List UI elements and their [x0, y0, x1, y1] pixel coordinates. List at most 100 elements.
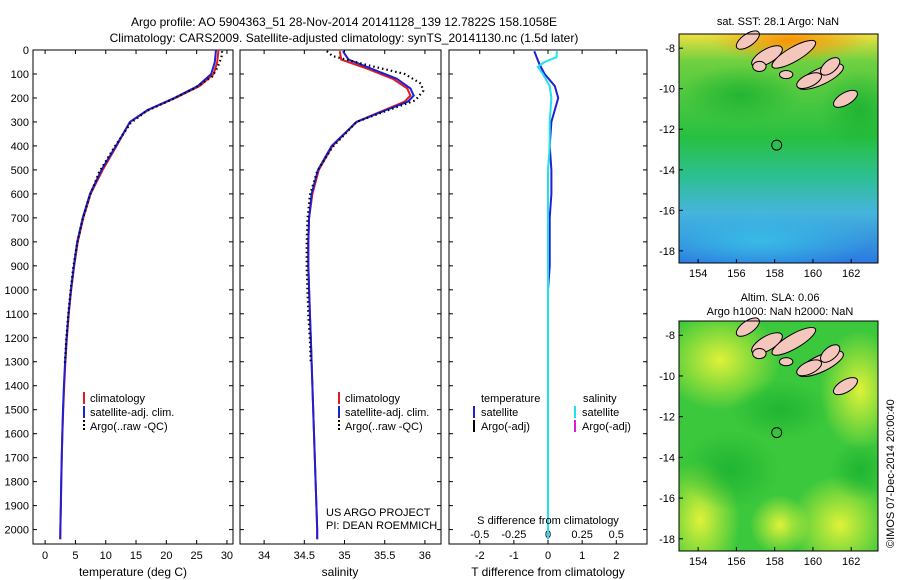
island — [735, 30, 760, 50]
x-tick-label: 15 — [130, 550, 142, 562]
project-annotation-line-1: US ARGO PROJECT — [326, 507, 431, 519]
legend-header-salinity: salinity — [583, 393, 617, 405]
sla-map-subtitle: Argo h1000: NaN h2000: NaN — [707, 306, 854, 318]
depth-tick-label: 0 — [23, 45, 29, 57]
island — [796, 72, 823, 90]
legend-label-climatology: climatology — [90, 393, 146, 405]
island — [832, 89, 858, 108]
header-line-2: Climatology: CARS2009. Satellite-adjuste… — [110, 31, 579, 45]
depth-tick-label: 1100 — [5, 309, 29, 321]
plot-frame — [32, 49, 234, 545]
lat-tick-label: -16 — [659, 493, 675, 505]
sst-field — [679, 34, 878, 263]
island — [771, 39, 817, 69]
lat-tick-label: -8 — [665, 43, 675, 55]
x-tick-label: 34.5 — [294, 550, 315, 562]
island — [820, 57, 841, 76]
depth-tick-label: 400 — [11, 141, 29, 153]
legend-label-argo: Argo(..raw -QC) — [90, 421, 168, 433]
lat-tick-label: -14 — [659, 452, 675, 464]
lat-tick-label: -14 — [659, 165, 675, 177]
depth-tick-label: 1500 — [5, 405, 29, 417]
lat-tick-label: -12 — [659, 412, 675, 424]
depth-ticks — [240, 49, 441, 531]
island — [778, 357, 794, 367]
series-argo-raw-qc- — [305, 50, 425, 363]
x-tick-label: 20 — [160, 550, 172, 562]
temperature-legend: climatology satellite-adj. clim. Argo(..… — [83, 392, 174, 433]
x-tick-label: -2 — [475, 550, 485, 562]
depth-tick-label: 1900 — [5, 501, 29, 513]
depth-tick-label: 100 — [11, 69, 29, 81]
depth-tick-label: 800 — [11, 237, 29, 249]
legend-label-climatology: climatology — [345, 393, 401, 405]
island-shapes — [735, 30, 858, 108]
lon-tick-label: 156 — [727, 268, 745, 280]
depth-ticks — [449, 49, 647, 531]
salinity-legend: climatology satellite-adj. clim. Argo(..… — [338, 392, 429, 433]
depth-tick-label: 1400 — [5, 381, 29, 393]
island — [832, 377, 858, 396]
lon-tick-label: 162 — [842, 556, 860, 568]
x-tick-label: -1 — [509, 550, 519, 562]
map-axis-ticks: 154 156 158 160 162 -8 -10 -12 -14 -16 -18 — [659, 330, 860, 568]
legend-label-satellite: satellite-adj. clim. — [345, 407, 429, 419]
island — [778, 69, 794, 80]
sst-map-panel: sat. SST: 28.1 Argo: NaN 154 156 158 160 162… — [659, 16, 879, 280]
lat-tick-label: -16 — [659, 205, 675, 217]
imos-timestamp: ©IMOS 07-Dec-2014 20:00:40 — [885, 399, 897, 548]
lon-tick-label: 158 — [765, 268, 783, 280]
island — [796, 359, 823, 377]
series-argo-raw-qc- — [63, 51, 224, 363]
x-tick-label: 2 — [613, 550, 619, 562]
depth-tick-label: 1600 — [5, 429, 29, 441]
difference-series — [533, 50, 560, 540]
s-tick-label: 0.5 — [609, 529, 624, 541]
island — [735, 317, 760, 337]
temperature-profile-panel: 0100200300400500600700800900100011001200… — [5, 45, 234, 579]
island — [752, 60, 767, 72]
x-tick-label: 35.5 — [374, 550, 395, 562]
x-tick-label: 35 — [338, 550, 350, 562]
lat-tick-label: -8 — [665, 330, 675, 342]
lon-tick-label: 158 — [765, 556, 783, 568]
series-satellite-adj-clim- — [307, 50, 415, 540]
s-difference-label: S difference from climatology — [477, 515, 619, 527]
x-tick-label: 34 — [258, 550, 270, 562]
legend-label-t-satellite: satellite — [481, 407, 518, 419]
legend-label-satellite: satellite-adj. clim. — [90, 407, 174, 419]
temperature-series — [59, 49, 224, 540]
s-tick-label: 0.25 — [571, 529, 592, 541]
legend-label-argo: Argo(..raw -QC) — [345, 421, 423, 433]
legend-label-t-argo: Argo(-adj) — [481, 421, 530, 433]
depth-tick-label: 1800 — [5, 477, 29, 489]
depth-tick-label: 600 — [11, 189, 29, 201]
island — [752, 347, 767, 360]
lon-tick-label: 160 — [804, 556, 822, 568]
s-tick-label: -0.5 — [470, 529, 489, 541]
sla-map-panel: Altim. SLA: 0.06 Argo h1000: NaN h2000: … — [659, 292, 879, 568]
lon-tick-label: 156 — [727, 556, 745, 568]
salinity-axis-label: salinity — [322, 565, 359, 579]
t-difference-axis: -2 -1 0 1 2 — [475, 50, 619, 562]
legend-label-s-argo: Argo(-adj) — [582, 421, 631, 433]
depth-tick-label: 500 — [11, 165, 29, 177]
legend-header-temperature: temperature — [481, 393, 540, 405]
difference-profile-panel: -2 -1 0 1 2 -0.5 -0.25 0 0.25 0.5 S difference f… — [448, 49, 648, 579]
x-tick-label: 25 — [191, 550, 203, 562]
depth-tick-label: 1200 — [5, 333, 29, 345]
map-axis-ticks: 154 156 158 160 162 -8 -10 -12 -14 -16 -18 — [659, 43, 860, 280]
lat-tick-label: -10 — [659, 371, 675, 383]
x-tick-label: 30 — [221, 550, 233, 562]
depth-tick-label: 1700 — [5, 453, 29, 465]
depth-tick-label: 700 — [11, 213, 29, 225]
x-tick-label: 36 — [419, 550, 431, 562]
lon-tick-label: 154 — [689, 268, 707, 280]
plot-frame — [239, 49, 442, 545]
lon-tick-label: 160 — [804, 268, 822, 280]
depth-tick-label: 900 — [11, 261, 29, 273]
map-frame — [678, 320, 879, 552]
profile-location-marker — [771, 427, 783, 439]
profile-location-marker — [771, 139, 783, 151]
